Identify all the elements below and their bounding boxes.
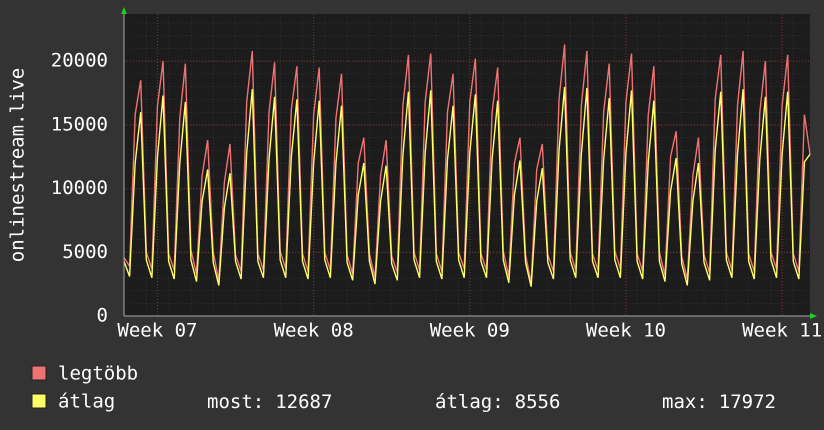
x-tick-label: Week 11	[742, 320, 822, 342]
stat: most: 12687	[207, 391, 332, 413]
stat-label: most:	[207, 391, 264, 413]
x-arrow	[810, 313, 817, 319]
stat-label: max:	[662, 391, 708, 413]
legend-swatch	[31, 393, 47, 409]
x-tick-label: Week 07	[117, 320, 197, 342]
stat-label: átlag:	[435, 391, 504, 413]
y-tick-label: 0	[97, 305, 108, 327]
y-tick-label: 20000	[51, 50, 108, 72]
x-tick-label: Week 10	[586, 320, 666, 342]
legend-label: átlag	[58, 391, 115, 413]
stat: átlag: 8556	[435, 391, 560, 413]
legend-label: legtöbb	[58, 363, 138, 385]
stat-value: 17972	[719, 391, 776, 413]
x-tick-label: Week 09	[430, 320, 510, 342]
x-tick-label: Week 08	[274, 320, 354, 342]
y-tick-label: 15000	[51, 113, 108, 135]
stat-value: 12687	[275, 391, 332, 413]
legend-swatch	[31, 365, 47, 381]
series-line	[123, 44, 811, 284]
stat-value: 8556	[515, 391, 561, 413]
y-tick-label: 5000	[62, 241, 108, 263]
y-arrow	[121, 7, 127, 14]
y-axis-title: onlinestream.live	[7, 68, 29, 262]
stat: max: 17972	[662, 391, 776, 413]
y-tick-label: 10000	[51, 177, 108, 199]
series-line	[123, 86, 811, 287]
